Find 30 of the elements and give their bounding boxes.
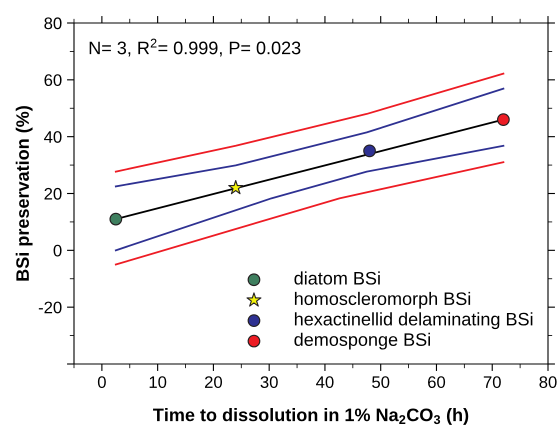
y-tick-label: 40: [44, 131, 62, 143]
point: [109, 212, 122, 226]
legend-label: homoscleromorph BSi: [294, 292, 470, 309]
x-tick-label: 60: [428, 376, 446, 388]
x-tick-label: 20: [204, 376, 222, 388]
x-tick-label: 30: [260, 376, 278, 388]
y-tick-label: 80: [44, 17, 62, 30]
x-tick-label: 10: [150, 376, 166, 388]
x-tick-label: 40: [316, 376, 334, 388]
y-tick-label: 0: [54, 244, 62, 257]
y-tick-label: 20: [44, 188, 62, 200]
point: [363, 144, 376, 158]
legend-label: diatom BSi: [294, 271, 380, 285]
x-tick-label: 70: [484, 376, 501, 388]
line-series: [114, 72, 504, 173]
point: [228, 180, 244, 194]
legend-label: demosponge BSi: [294, 332, 430, 350]
x-tick-label: 0: [98, 376, 106, 388]
y-tick-label: 60: [44, 74, 62, 86]
y-axis-title: BSi preservation (%): [16, 106, 33, 281]
point: [497, 113, 510, 126]
line-series: [114, 88, 504, 188]
y-tick-label: -20: [38, 302, 62, 314]
annotation: N= 3, R$^{2}$= 0.999, P= 0.023: [90, 38, 300, 56]
line-series: [114, 144, 504, 252]
x-tick-label: 50: [372, 376, 390, 388]
x-tick-label: 80: [539, 376, 557, 388]
line-series: [114, 161, 504, 266]
x-axis-title: Time to dissolution in 1% Na$_{2}$CO$_{3}$ (h): [153, 408, 468, 425]
legend-label: hexactinellid delaminating BSi: [294, 312, 532, 330]
